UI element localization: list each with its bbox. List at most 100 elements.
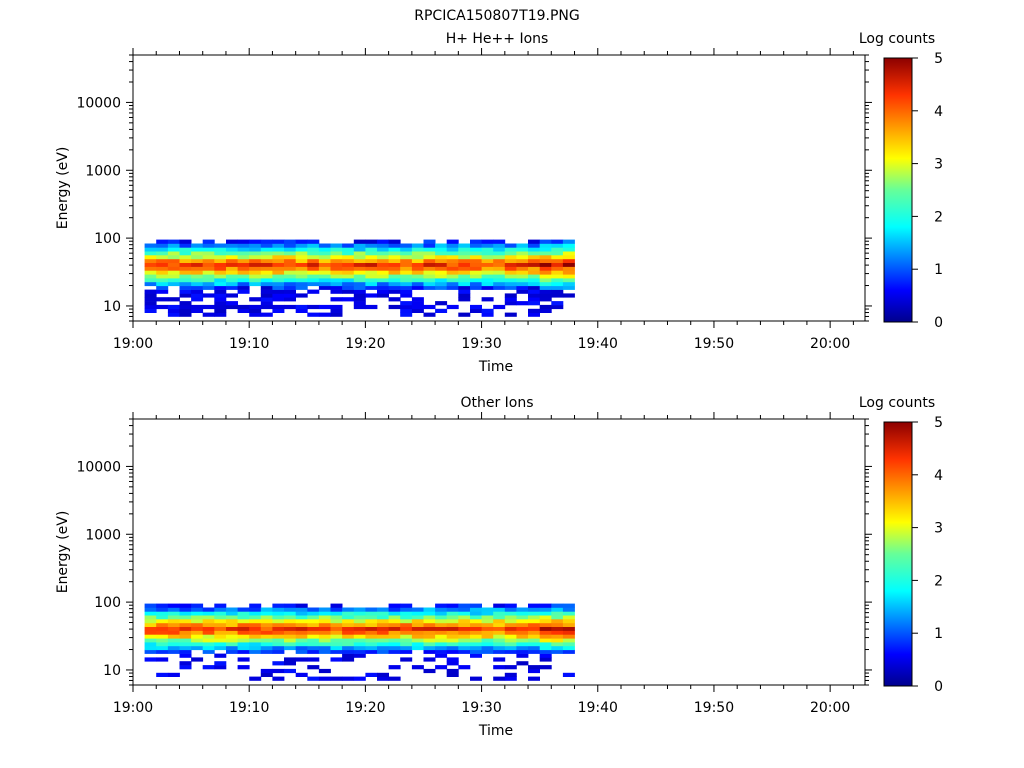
heatmap-cell [156, 281, 169, 287]
heatmap-cell [446, 304, 459, 310]
heatmap-cell [318, 622, 331, 627]
heatmap-cell [226, 622, 238, 627]
heatmap-cell [144, 634, 157, 639]
heatmap-cell [318, 281, 331, 287]
heatmap-cell [260, 304, 273, 310]
heatmap-cell [144, 247, 157, 252]
heatmap-cell [260, 243, 273, 248]
heatmap-cell [493, 285, 506, 290]
heatmap-cell [446, 239, 459, 244]
heatmap-cell [272, 630, 285, 635]
heatmap-cell [365, 281, 378, 287]
heatmap-cell [226, 274, 238, 279]
heatmap-cell [272, 266, 285, 271]
heatmap-cell [179, 634, 192, 639]
heatmap-cell [272, 622, 285, 627]
heatmap-cell [539, 611, 552, 616]
heatmap-cell [156, 243, 169, 248]
heatmap-cell [388, 622, 401, 627]
heatmap-cell [516, 653, 529, 658]
heatmap-cell [516, 638, 529, 643]
heatmap-cell [191, 278, 204, 283]
heatmap-cell [237, 642, 250, 647]
heatmap-cell [562, 672, 575, 677]
heatmap-cell [260, 634, 273, 639]
heatmap-cell [388, 611, 401, 616]
heatmap-cell [330, 278, 343, 283]
heatmap-cell [179, 247, 192, 252]
heatmap-cell [295, 304, 308, 310]
heatmap-cell [318, 615, 331, 620]
heatmap-cell [249, 634, 262, 639]
heatmap-cell [539, 266, 552, 271]
heatmap-cell [191, 638, 204, 643]
heatmap-cell [377, 634, 389, 639]
heatmap-cell [551, 611, 564, 616]
heatmap-cell [481, 243, 494, 248]
heatmap-cell [551, 649, 564, 654]
heatmap-cell [539, 289, 552, 294]
heatmap-cell [330, 308, 343, 313]
heatmap-cell [295, 622, 308, 627]
heatmap-cell [260, 630, 273, 635]
panel-bottom-title: Other Ions [460, 395, 533, 411]
heatmap-cell [423, 611, 436, 616]
heatmap-cell [458, 285, 471, 290]
heatmap-cell [284, 642, 296, 647]
heatmap-cell [284, 251, 296, 256]
heatmap-cell [528, 285, 540, 290]
heatmap-cell [435, 638, 448, 643]
heatmap-cell [226, 270, 238, 275]
heatmap-cell [388, 607, 401, 612]
heatmap-cell [260, 642, 273, 647]
heatmap-cell [342, 289, 355, 294]
heatmap-cell [400, 285, 413, 290]
heatmap-cell [516, 615, 529, 620]
heatmap-cell [295, 247, 308, 252]
heatmap-cell [226, 258, 238, 263]
panel-bottom-colorbar: Log counts 0 1 2 3 4 5 [859, 395, 943, 695]
heatmap-cell [342, 642, 355, 647]
heatmap-cell [167, 649, 180, 654]
heatmap-cell [528, 603, 540, 608]
heatmap-cell [237, 251, 250, 256]
heatmap-cell [284, 247, 296, 252]
heatmap-cell [493, 607, 506, 612]
x-tick-label: 19:30 [461, 336, 501, 352]
heatmap-cell [528, 274, 540, 279]
heatmap-cell [307, 258, 320, 263]
heatmap-cell [307, 638, 320, 643]
heatmap-cell [435, 262, 448, 267]
heatmap-cell [191, 266, 204, 271]
heatmap-cell [191, 607, 204, 612]
heatmap-cell [528, 676, 540, 681]
heatmap-cell [377, 645, 389, 651]
heatmap-cell [388, 243, 401, 248]
heatmap-cell [481, 270, 494, 275]
heatmap-cell [435, 619, 448, 624]
heatmap-cell [551, 301, 564, 306]
heatmap-cell [353, 278, 366, 283]
heatmap-cell [295, 239, 308, 244]
heatmap-cell [353, 626, 366, 631]
heatmap-cell [365, 626, 378, 631]
heatmap-cell [458, 293, 471, 298]
heatmap-cell [156, 239, 169, 244]
heatmap-cell [551, 278, 564, 283]
heatmap-cell [365, 255, 378, 260]
heatmap-cell [551, 630, 564, 635]
heatmap-cell [423, 657, 436, 662]
heatmap-cell [342, 281, 355, 287]
heatmap-cell [528, 611, 540, 616]
heatmap-cell [214, 661, 227, 666]
heatmap-cell [504, 247, 517, 252]
heatmap-cell [353, 607, 366, 612]
heatmap-cell [249, 308, 262, 313]
heatmap-cell [226, 243, 238, 248]
heatmap-cell [237, 243, 250, 248]
heatmap-cell [365, 293, 378, 298]
heatmap-cell [330, 270, 343, 275]
heatmap-cell [202, 243, 215, 248]
heatmap-cell [493, 274, 506, 279]
heatmap-cell [295, 607, 308, 612]
